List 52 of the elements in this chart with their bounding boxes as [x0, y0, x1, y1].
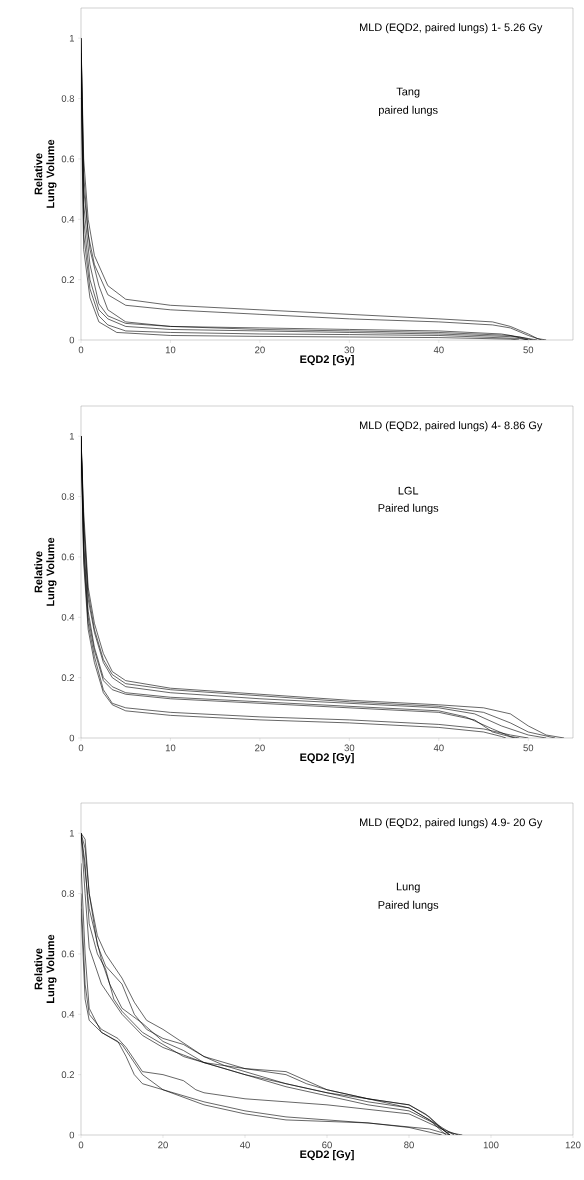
x-axis-title: EQD2 [Gy] [300, 1150, 354, 1161]
x-axis-title: EQD2 [Gy] [300, 753, 354, 764]
y-tick-label: 0.4 [61, 1010, 75, 1018]
x-tick-label: 50 [523, 346, 534, 354]
y-tick-label: 1 [69, 432, 74, 440]
x-tick-label: 10 [165, 346, 176, 354]
y-tick-label: 0.4 [61, 613, 75, 621]
y-tick-label: 1 [69, 34, 74, 42]
annotation: MLD (EQD2, paired lungs) 1- 5.26 Gy [359, 23, 543, 34]
y-tick-label: 0 [69, 336, 74, 344]
y-tick-label: 0.8 [61, 493, 74, 500]
y-tick-label: 0.4 [61, 215, 75, 223]
x-tick-label: 80 [404, 1141, 414, 1149]
y-tick-label: 0.2 [61, 674, 74, 681]
x-tick-label: 40 [239, 1141, 250, 1149]
x-tick-label: 50 [523, 744, 534, 752]
y-axis-title: Relative Lung Volume [34, 537, 57, 606]
x-tick-label: 20 [255, 346, 265, 354]
y-tick-label: 0.6 [61, 553, 74, 561]
x-tick-label: 30 [344, 346, 355, 354]
y-tick-label: 0.8 [61, 890, 74, 897]
annotation: Paired lungs [378, 503, 439, 515]
y-tick-label: 0.6 [61, 950, 74, 958]
y-tick-label: 1 [69, 829, 74, 837]
x-tick-label: 100 [483, 1141, 499, 1149]
x-tick-label: 20 [255, 744, 265, 752]
x-tick-label: 0 [78, 1141, 84, 1149]
y-tick-label: 0.6 [61, 155, 74, 163]
x-tick-label: 40 [433, 744, 444, 752]
annotation: MLD (EQD2, paired lungs) 4.9- 20 Gy [359, 818, 543, 829]
x-tick-label: 30 [344, 744, 355, 752]
annotation: paired lungs [378, 105, 438, 117]
x-tick-label: 10 [165, 744, 176, 752]
y-tick-label: 0 [69, 1131, 74, 1139]
x-tick-label: 0 [78, 744, 84, 752]
x-tick-label: 120 [565, 1141, 581, 1149]
annotation: LGL [398, 486, 419, 495]
y-axis-title: Relative Lung Volume [34, 934, 57, 1003]
annotation: Paired lungs [378, 900, 439, 912]
x-tick-label: 20 [158, 1141, 168, 1149]
y-tick-label: 0.2 [61, 276, 74, 283]
annotation: Lung [396, 882, 420, 893]
y-tick-label: 0.2 [61, 1071, 74, 1078]
annotation: MLD (EQD2, paired lungs) 4- 8.86 Gy [359, 421, 543, 432]
annotation: Tang [396, 87, 420, 98]
x-axis-title: EQD2 [Gy] [300, 355, 354, 366]
x-tick-label: 40 [433, 346, 444, 354]
y-tick-label: 0 [69, 734, 74, 742]
y-tick-label: 0.8 [61, 95, 74, 102]
y-axis-title: Relative Lung Volume [34, 139, 57, 208]
x-tick-label: 60 [322, 1141, 332, 1149]
x-tick-label: 0 [78, 346, 84, 354]
